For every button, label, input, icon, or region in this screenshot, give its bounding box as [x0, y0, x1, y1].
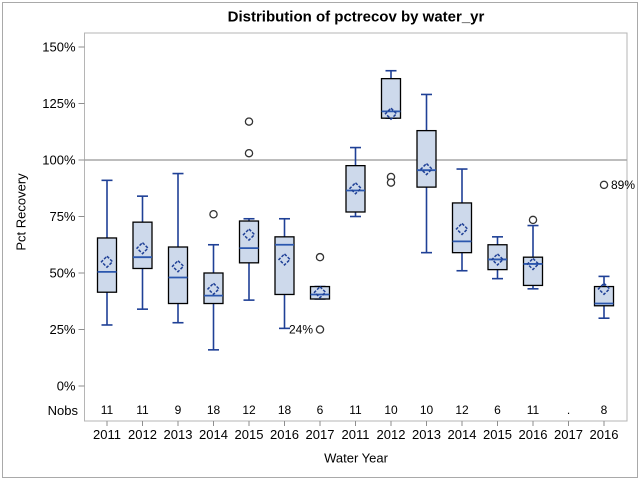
nobs-value: 9: [175, 403, 182, 417]
x-tick-label: 2011: [93, 427, 121, 442]
box-iqr: [167, 246, 189, 305]
x-axis-title: Water Year: [324, 450, 388, 466]
nobs-value: 11: [349, 403, 362, 417]
mean-diamond: [419, 162, 434, 176]
nobs-value: 11: [527, 403, 540, 417]
nobs-value: 12: [455, 403, 469, 417]
x-tick-label: 2012: [128, 427, 157, 442]
nobs-row-label: Nobs: [47, 403, 78, 418]
box-iqr: [487, 244, 508, 271]
x-tick-label: 2016: [270, 427, 299, 442]
x-tick-label: 2017: [306, 427, 335, 442]
nobs-value: 11: [136, 403, 149, 417]
y-tick-label: 75%: [49, 209, 75, 224]
mean-diamond: [100, 255, 114, 269]
box-iqr: [203, 272, 224, 305]
box-iqr: [522, 256, 544, 287]
box-iqr: [593, 285, 615, 307]
nobs-value: 11: [101, 403, 114, 417]
y-tick-label: 125%: [42, 96, 76, 111]
y-tick-label: 0%: [57, 379, 76, 394]
mean-diamond: [313, 285, 327, 299]
mean-diamond: [597, 282, 611, 296]
mean-diamond: [455, 222, 469, 236]
outlier-label: 24%: [289, 323, 313, 337]
mean-diamond: [206, 282, 221, 296]
mean-diamond: [384, 107, 398, 121]
x-tick-label: 2014: [199, 427, 228, 442]
box-iqr: [345, 164, 366, 213]
box-iqr: [132, 221, 153, 270]
mean-diamond: [277, 252, 292, 267]
mean-diamond: [135, 241, 150, 255]
x-tick-label: 2013: [412, 427, 441, 442]
nobs-value: 6: [317, 403, 324, 417]
outlier-point: [386, 178, 396, 187]
y-tick-label: 25%: [49, 322, 75, 337]
box-iqr: [96, 237, 118, 293]
y-tick-label: 100%: [42, 153, 76, 168]
x-tick-label: 2017: [554, 427, 583, 442]
outlier-point: [244, 117, 254, 126]
outlier-label: 89%: [611, 178, 635, 192]
x-tick-label: 2016: [519, 427, 548, 442]
outlier-point: [599, 180, 609, 190]
nobs-value: 10: [384, 403, 398, 417]
nobs-value: 6: [494, 403, 501, 417]
nobs-value: 12: [242, 403, 256, 417]
x-tick-label: 2011: [342, 427, 370, 442]
box-iqr: [238, 220, 260, 264]
box-iqr: [309, 285, 331, 300]
x-tick-label: 2015: [483, 427, 512, 442]
mean-diamond: [348, 181, 363, 195]
outlier-point: [315, 325, 325, 334]
outlier-point: [244, 148, 254, 158]
nobs-value: .: [567, 403, 570, 417]
outlier-point: [315, 252, 325, 262]
box-iqr: [451, 202, 473, 254]
x-tick-label: 2014: [448, 427, 477, 442]
y-axis-title: Pct Recovery: [13, 173, 29, 251]
x-tick-label: 2016: [590, 427, 619, 442]
nobs-value: 10: [420, 403, 434, 417]
x-tick-label: 2013: [164, 427, 193, 442]
mean-diamond: [242, 228, 256, 242]
box-iqr: [416, 129, 437, 188]
nobs-value: 8: [601, 403, 608, 417]
mean-diamond: [526, 257, 540, 271]
chart-title: Distribution of pctrecov by water_yr: [227, 8, 485, 26]
mean-diamond: [490, 252, 505, 267]
y-tick-label: 150%: [42, 40, 76, 55]
y-tick-label: 50%: [49, 266, 75, 281]
x-tick-label: 2012: [377, 427, 406, 442]
nobs-value: 18: [207, 403, 221, 417]
mean-diamond: [171, 259, 185, 273]
plot-frame: [84, 32, 628, 422]
x-tick-label: 2015: [235, 427, 264, 442]
nobs-value: 18: [278, 403, 292, 417]
outlier-point: [528, 215, 538, 225]
outlier-point: [209, 209, 218, 219]
